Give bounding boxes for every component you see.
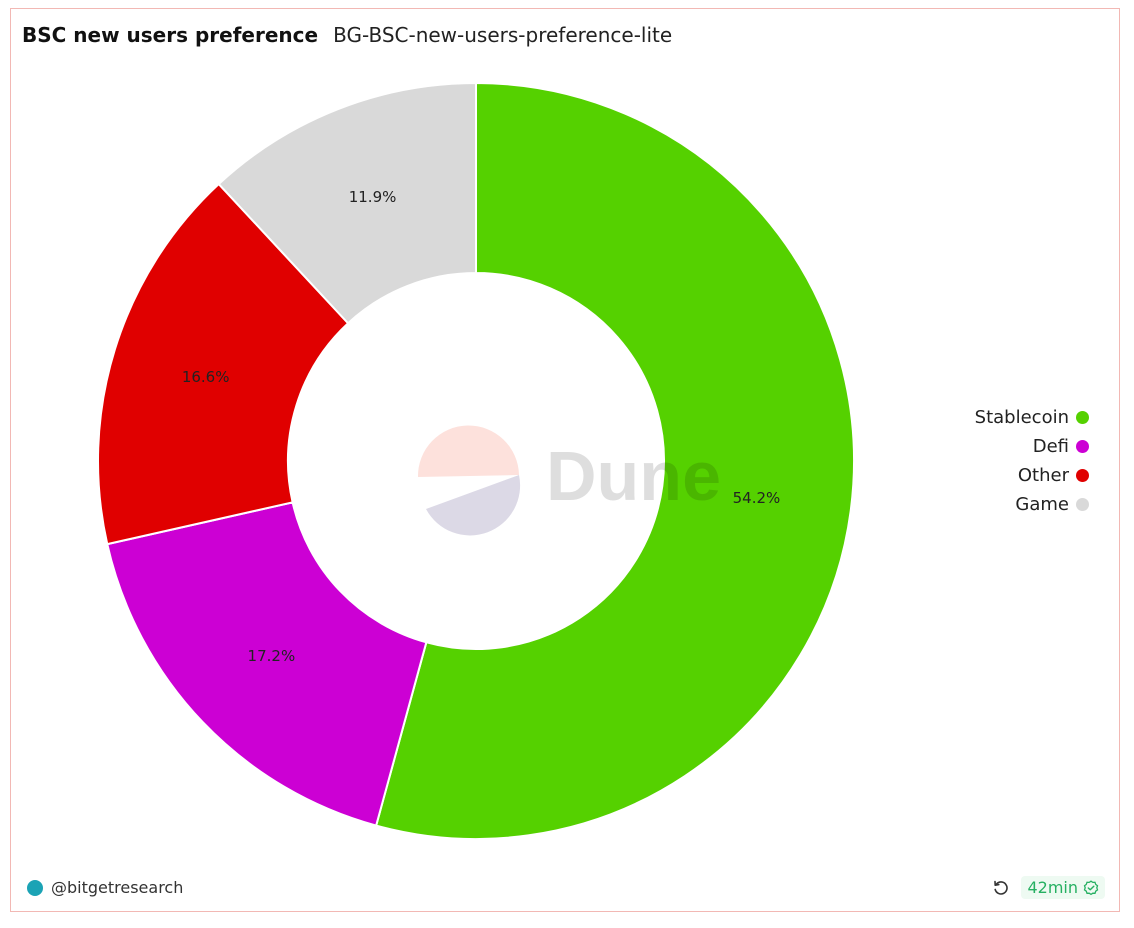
legend-label: Stablecoin <box>974 406 1069 428</box>
chart-card: Dune 54.2% 17.2% 16.6% 11.9% BSC new users … <box>10 8 1120 912</box>
status-bar: 42min <box>991 876 1105 899</box>
dune-logo-bottom <box>426 475 521 536</box>
legend-swatch <box>1076 410 1089 424</box>
chart-legend: Stablecoin Defi Other Game <box>975 406 1089 515</box>
chart-header: BSC new users preference BG-BSC-new-user… <box>22 23 672 47</box>
slice-label-defi: 17.2% <box>248 647 296 665</box>
slice-label-game: 11.9% <box>349 188 397 206</box>
legend-swatch <box>1076 497 1089 511</box>
legend-item-other[interactable]: Other <box>1018 464 1089 486</box>
slice-game[interactable] <box>217 81 477 325</box>
result-age-badge[interactable]: 42min <box>1021 876 1105 899</box>
avatar <box>27 879 43 896</box>
legend-label: Defi <box>1032 435 1069 457</box>
slice-stablecoin[interactable] <box>374 81 855 840</box>
author-name: @bitgetresearch <box>51 878 184 897</box>
legend-label: Game <box>1015 493 1069 515</box>
legend-label: Other <box>1017 464 1069 486</box>
legend-swatch <box>1076 468 1089 482</box>
dune-logo-top <box>417 425 519 477</box>
dune-watermark-text: Dune <box>546 437 721 515</box>
legend-item-defi[interactable]: Defi <box>1033 435 1089 457</box>
slice-defi[interactable] <box>106 501 428 827</box>
slice-label-stablecoin: 54.2% <box>733 489 781 507</box>
donut-chart: Dune 54.2% 17.2% 16.6% 11.9% <box>97 81 855 840</box>
slice-other[interactable] <box>97 182 350 546</box>
query-name: BG-BSC-new-users-preference-lite <box>333 23 673 47</box>
legend-swatch <box>1076 439 1089 453</box>
dune-watermark: Dune <box>417 425 721 536</box>
refresh-icon[interactable] <box>991 878 1011 898</box>
author-link[interactable]: @bitgetresearch <box>27 878 183 897</box>
result-age: 42min <box>1027 878 1078 897</box>
check-badge-icon <box>1083 879 1099 896</box>
slice-label-other: 16.6% <box>182 368 230 386</box>
legend-item-game[interactable]: Game <box>1015 493 1089 515</box>
chart-title: BSC new users preference <box>22 23 319 47</box>
legend-item-stablecoin[interactable]: Stablecoin <box>975 406 1089 428</box>
